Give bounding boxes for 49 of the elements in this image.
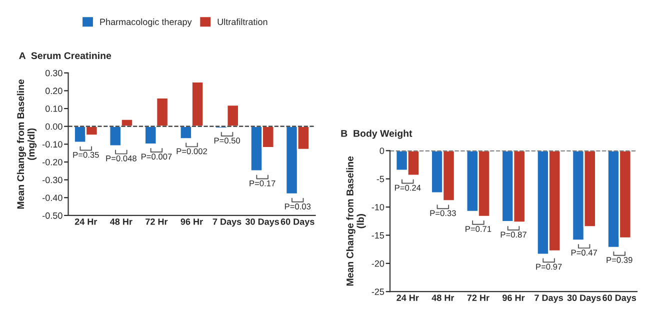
annotation: P=0.50 [214, 138, 240, 144]
legend-label: Pharmacologic therapy [100, 18, 192, 27]
y-axis-title: Mean Change from Baseline (mg/dl) [16, 79, 37, 209]
y-tick-label: -15 [372, 232, 384, 239]
legend-label: Ultrafiltration [218, 18, 268, 26]
annotation: P=0.17 [250, 180, 276, 186]
chart-title: A Serum Creatinine [19, 52, 112, 60]
x-tick-label: 30 Days [245, 218, 280, 227]
y-tick-label: -20 [372, 260, 384, 267]
annotation: P=0.35 [73, 152, 99, 158]
y-tick-label: -0.30 [42, 176, 62, 184]
y-tick-label: -0.40 [42, 194, 62, 201]
annotation: P=0.39 [606, 257, 632, 263]
annotation: P=0.87 [500, 232, 526, 238]
x-tick-label: 48 Hr [432, 294, 454, 302]
x-tick-label: 60 Days [280, 218, 314, 227]
x-tick-label: 24 Hr [396, 294, 419, 301]
annotation: P=0.03 [284, 204, 311, 210]
y-tick-label: 0 [380, 148, 384, 154]
x-tick-label: 7 Days [212, 218, 242, 227]
x-tick-label: 72 Hr [467, 294, 490, 301]
y-tick-label: -0.50 [42, 212, 62, 219]
annotation: P=0.24 [395, 184, 421, 191]
x-tick-label: 60 Days [602, 294, 636, 303]
y-tick-label: -0.10 [42, 141, 62, 148]
annotation: P=0.97 [536, 264, 562, 270]
y-tick-label: -25 [372, 288, 384, 295]
y-tick-label: -0.20 [42, 158, 62, 166]
x-tick-label: 24 Hr [74, 218, 98, 225]
y-tick-label: 0.10 [45, 106, 62, 112]
annotation: P=0.71 [466, 226, 492, 232]
y-axis-title: Mean Change from Baseline (lb) [346, 156, 366, 286]
y-tick-label: 0.20 [45, 88, 62, 94]
x-tick-label: 30 Days [567, 294, 601, 303]
y-tick-label: -5 [376, 176, 384, 182]
y-tick-label: 0.00 [45, 123, 62, 130]
x-tick-label: 48 Hr [110, 218, 132, 225]
annotation: P=0.048 [106, 155, 136, 162]
x-tick-label: 7 Days [534, 294, 563, 303]
annotation: P=0.33 [430, 210, 456, 216]
annotation: P=0.47 [571, 250, 597, 256]
x-tick-label: 72 Hr [146, 218, 168, 225]
annotation: P=0.007 [142, 154, 172, 160]
x-tick-label: 96 Hr [502, 294, 525, 302]
annotation: P=0.002 [176, 148, 207, 154]
y-tick-label: -10 [372, 204, 384, 210]
x-tick-label: 96 Hr [180, 218, 203, 225]
y-tick-label: 0.30 [45, 70, 62, 76]
chart-title: B Body Weight [341, 130, 412, 139]
